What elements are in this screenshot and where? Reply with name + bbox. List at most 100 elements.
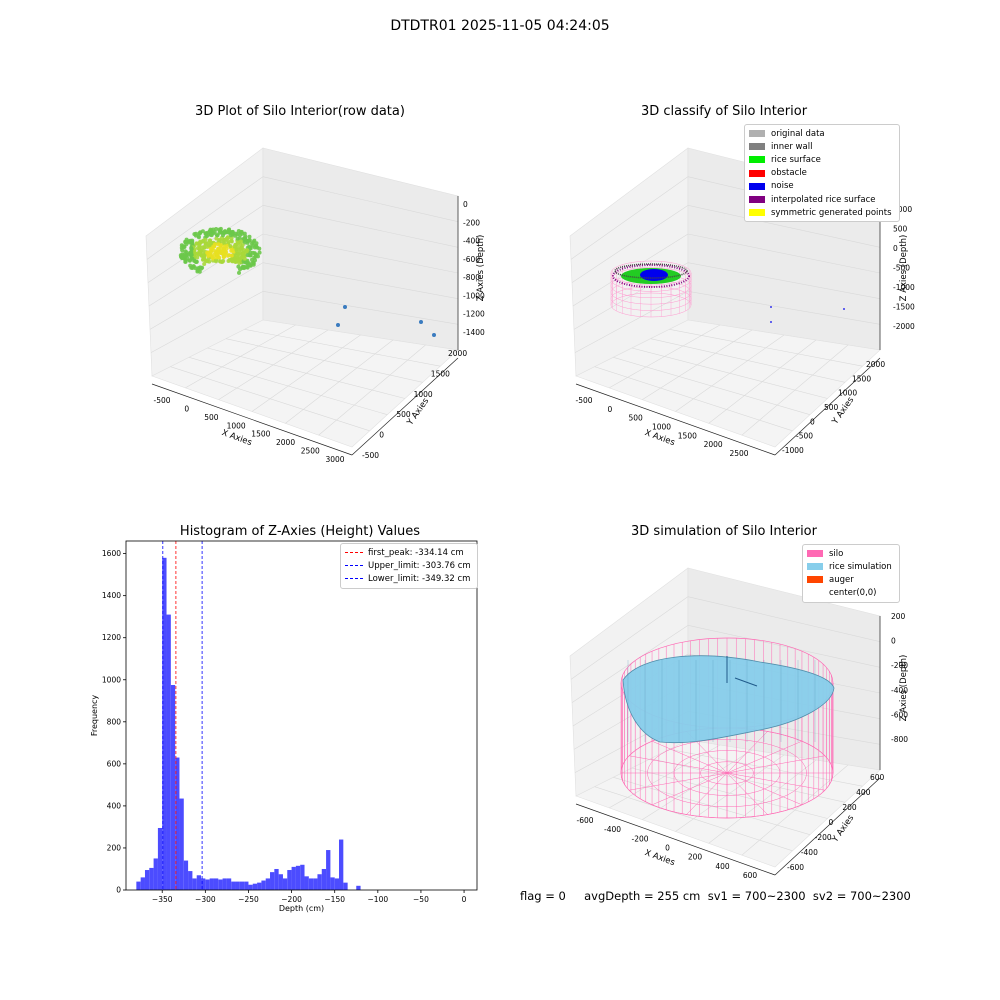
raw-data-point [235, 254, 239, 259]
simulation-y-tick-label: 0 [829, 818, 834, 827]
raw-data-point [205, 250, 210, 255]
raw-z-tick-label: -600 [463, 255, 480, 264]
classify-grid-line [571, 205, 689, 283]
classify-y-tick-label: 1500 [852, 374, 871, 383]
raw-x-tick-label: 1000 [227, 421, 246, 430]
simulation-x-tick-label: 600 [743, 871, 758, 880]
raw-data-point [223, 238, 228, 242]
silo-floor-spoke [651, 772, 728, 806]
raw-data-point [206, 240, 211, 245]
histogram-bar [330, 877, 335, 890]
raw-data-point [210, 255, 215, 260]
raw-data-point [183, 259, 188, 264]
histogram-bar [282, 878, 288, 890]
raw-data-point [257, 246, 262, 251]
classify-grid-line [687, 291, 881, 325]
silo-floor-spoke [726, 731, 768, 774]
simulation-z-tick-label: -200 [891, 661, 908, 670]
legend-color-swatch [749, 169, 765, 177]
raw-data-point [247, 234, 252, 239]
histogram-bar [140, 877, 145, 890]
silo-floor-spoke [726, 755, 825, 774]
raw-data-point [216, 248, 221, 253]
legend-label: auger [829, 574, 854, 585]
raw-data-point [236, 264, 241, 269]
raw-data-point [240, 266, 245, 270]
simulation-x-tick-label: -200 [631, 834, 648, 843]
classify-legend-entry: noise [749, 180, 895, 193]
legend-label: obstacle [771, 168, 807, 179]
histogram-legend-entry: first_peak: -334.14 cm [345, 546, 473, 559]
silo-floor-spoke [629, 755, 728, 774]
classify-grid-line [687, 205, 881, 248]
legend-label: center(0,0) [829, 588, 877, 599]
histogram-bar [244, 881, 249, 890]
raw-data-point [235, 236, 240, 241]
simulation-z-axis-label: Z Axies (Depth) [899, 655, 909, 722]
classify-plot-title: 3D classify of Silo Interior [640, 104, 808, 119]
raw-data-point [225, 235, 230, 240]
classify-noise [640, 269, 668, 281]
simulation-z-tick-label: 0 [891, 637, 896, 646]
histogram-x-axis-label: Depth (cm) [279, 904, 324, 913]
simulation-grid-line [741, 764, 849, 856]
raw-grid-line [150, 291, 264, 353]
simulation-y-tick-label: 200 [842, 803, 857, 812]
raw-data-point [241, 251, 246, 256]
histogram-plot-area [126, 541, 477, 890]
histogram-y-tick-label: 1200 [102, 633, 121, 642]
legend-label: original data [771, 128, 825, 139]
histogram-bar [356, 885, 361, 890]
histogram-bar [166, 614, 171, 890]
simulation-x-tick-label: 200 [688, 853, 703, 862]
raw-data-point [225, 253, 230, 258]
raw-grid-line [262, 176, 459, 222]
raw-data-point [184, 252, 189, 257]
raw-data-point [229, 239, 234, 244]
simulation-y-tick-label: -600 [787, 863, 804, 872]
histogram-title: Histogram of Z-Axies (Height) Values [179, 524, 421, 539]
histogram-bar [313, 878, 318, 890]
histogram-bar [252, 883, 258, 890]
raw-data-point [253, 258, 257, 263]
histogram-bar [339, 839, 344, 890]
histogram-bar [300, 864, 305, 890]
raw-outlier-point [336, 323, 340, 327]
classify-wall-ring [610, 267, 692, 292]
raw-data-point [183, 239, 188, 244]
classify-z-tick-label: -1500 [893, 303, 915, 312]
raw-y-tick-label: 0 [379, 431, 384, 440]
histogram-y-tick-label: 600 [107, 759, 122, 768]
classify-wall-ring [610, 292, 692, 318]
histogram-x-tick-label: 0 [462, 895, 467, 904]
histogram-bar [149, 867, 154, 890]
raw-data-point [226, 259, 231, 263]
classify-grid-line [570, 176, 689, 260]
simulation-plot-title: 3D simulation of Silo Interior [631, 524, 817, 539]
raw-data-point [193, 231, 198, 236]
raw-data-point [198, 265, 203, 270]
raw-data-point [193, 251, 198, 256]
classify-z-tick-label: 500 [893, 225, 908, 234]
raw-data-point [202, 262, 207, 266]
raw-grid-line [146, 176, 264, 260]
histogram-bar [304, 876, 309, 890]
raw-data-point [247, 238, 252, 243]
raw-x-tick-label: 2000 [276, 438, 295, 447]
classify-wall-ring [610, 286, 692, 311]
histogram-x-tick-label: −50 [413, 895, 429, 904]
histogram-y-tick-label: 0 [116, 886, 121, 895]
classify-legend: original data inner wall rice surface obsta… [744, 124, 900, 223]
histogram-legend-entry: Lower_limit: -349.32 cm [345, 572, 473, 585]
simulation-legend-entry: rice simulation [807, 560, 895, 573]
histogram-bar [326, 850, 331, 890]
raw-data-point [209, 246, 214, 251]
raw-y-tick-label: 1500 [431, 369, 450, 378]
classify-legend-entry: obstacle [749, 167, 895, 180]
raw-y-tick-label: 1000 [414, 390, 433, 399]
simulation-y-tick-label: -400 [801, 848, 818, 857]
raw-x-axis-line [151, 383, 353, 456]
histogram-bar [175, 757, 180, 890]
classify-grid-line [574, 291, 689, 353]
classify-y-tick-label: -500 [796, 432, 813, 441]
